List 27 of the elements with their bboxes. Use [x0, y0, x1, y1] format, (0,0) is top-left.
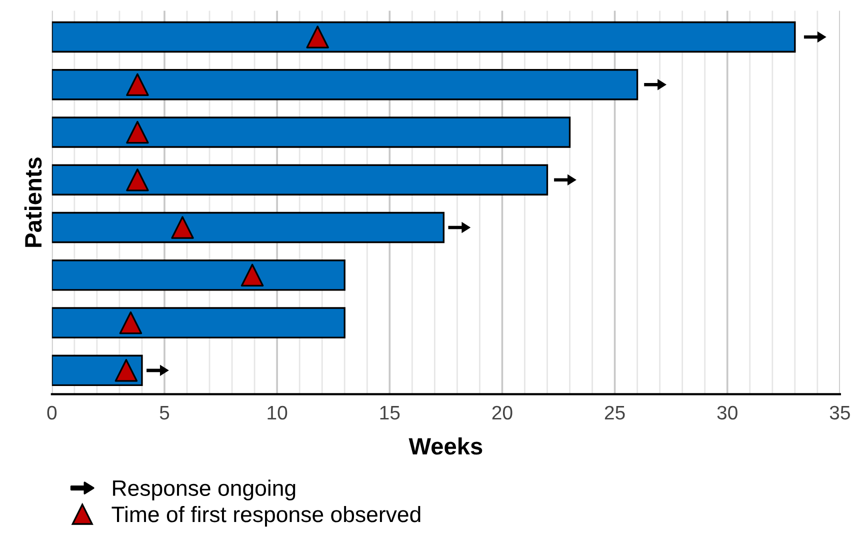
bar	[52, 21, 796, 53]
x-tick-label: 0	[47, 406, 57, 420]
point	[119, 311, 142, 334]
x-tick-label: 10	[268, 406, 288, 420]
legend-label: Time of first response observed	[112, 506, 420, 527]
x-tick-label: 20	[492, 406, 512, 420]
point	[171, 216, 194, 239]
y-axis-title: Patients	[24, 158, 42, 247]
x-tick-label: 25	[604, 406, 625, 420]
x-tick-label: 5	[160, 406, 170, 420]
x-tick-label: 30	[717, 406, 738, 420]
legend-label: Response ongoing	[113, 480, 296, 500]
bar	[52, 164, 548, 196]
point	[114, 359, 138, 382]
bar	[52, 116, 571, 148]
bar	[52, 212, 445, 244]
bar	[52, 69, 638, 100]
bar	[52, 307, 346, 338]
x-tick-label: 15	[380, 406, 400, 420]
point	[126, 120, 149, 144]
point	[126, 168, 149, 192]
point	[240, 264, 264, 286]
bar	[52, 260, 346, 291]
x-axis-title: Weeks	[408, 437, 482, 455]
point	[126, 73, 149, 96]
x-tick-label: 35	[830, 406, 850, 420]
point	[306, 26, 329, 48]
